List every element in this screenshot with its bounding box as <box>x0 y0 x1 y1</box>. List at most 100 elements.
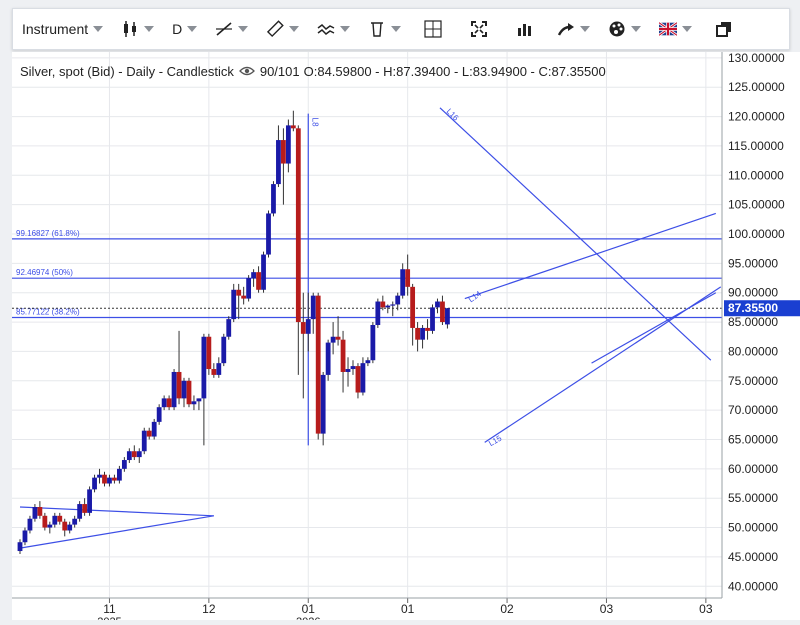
candle-body <box>146 430 152 437</box>
chevron-down-icon <box>631 26 642 32</box>
candle-count: 90/101 <box>259 63 300 79</box>
trendline-label: L16 <box>445 107 461 123</box>
ruler-tool-dropdown[interactable] <box>257 9 308 49</box>
candle-body <box>335 336 341 340</box>
y-tick-label: 50.00000 <box>728 521 778 535</box>
candle-body <box>87 489 92 513</box>
line-tool-icon <box>215 20 233 38</box>
language-dropdown[interactable] <box>650 9 701 49</box>
candle-body <box>266 213 271 255</box>
candle-body <box>107 477 112 484</box>
candle-body <box>236 289 242 296</box>
y-tick-label: 110.00000 <box>728 168 784 182</box>
candle-body <box>420 327 425 340</box>
y-tick-label: 105.00000 <box>728 198 785 212</box>
trendline <box>439 107 712 361</box>
candle-body <box>300 322 306 334</box>
trash-icon <box>368 20 386 38</box>
fib-level-label: 99.16827 (61.8%) <box>16 229 80 238</box>
y-tick-label: 100.00000 <box>728 227 785 241</box>
candle-body <box>206 336 212 370</box>
candle-body <box>415 327 420 340</box>
candle-body <box>355 366 361 393</box>
y-tick-label: 95.00000 <box>728 256 778 270</box>
chart-panel[interactable]: Silver, spot (Bid) - Daily - Candlestick… <box>12 51 800 625</box>
candle-body <box>271 184 276 214</box>
trendline <box>591 292 717 364</box>
candle-body <box>32 507 38 519</box>
trendline-label: L15 <box>487 433 504 448</box>
candle-body <box>400 269 406 296</box>
candle-body <box>290 125 296 129</box>
y-tick-label: 45.00000 <box>728 550 778 564</box>
candle-body <box>37 507 43 516</box>
candle-body <box>410 286 416 328</box>
theme-dropdown[interactable] <box>599 9 650 49</box>
chevron-down-icon <box>340 26 351 32</box>
chart-toolbar: Instrument D <box>12 8 790 50</box>
x-tick-label: 02 <box>500 602 514 616</box>
y-tick-label: 65.00000 <box>728 432 778 446</box>
crosshair-icon <box>424 20 442 38</box>
candle-body <box>196 398 202 402</box>
candle-body <box>102 474 107 484</box>
y-tick-label: 85.00000 <box>728 315 778 329</box>
pattern-tool-dropdown[interactable] <box>308 9 359 49</box>
eye-icon[interactable] <box>238 62 256 80</box>
palette-icon <box>608 20 626 38</box>
candle-body <box>112 477 117 481</box>
trade-dropdown[interactable] <box>548 9 599 49</box>
window-icon <box>715 20 733 38</box>
crosshair-button[interactable] <box>410 9 456 49</box>
candle-body <box>435 301 440 308</box>
candle-body <box>440 301 445 323</box>
price-chart[interactable]: 99.16827 (61.8%) 92.46974 (50%) 85.77122 (… <box>12 51 800 625</box>
fullscreen-button[interactable] <box>456 9 502 49</box>
chart-type-dropdown[interactable] <box>112 9 163 49</box>
delete-tool-dropdown[interactable] <box>359 9 410 49</box>
x-tick-label: 01 <box>302 602 316 616</box>
y-tick-label: 130.00000 <box>728 52 785 65</box>
candle-body <box>47 524 53 528</box>
candle-body <box>57 515 63 522</box>
chevron-down-icon <box>187 26 198 32</box>
detach-window-button[interactable] <box>701 9 747 49</box>
candle-body <box>52 515 58 525</box>
candle-body <box>97 474 102 478</box>
candle-body <box>256 272 261 290</box>
line-tool-dropdown[interactable] <box>206 9 257 49</box>
candle-body <box>295 128 301 323</box>
candle-body <box>390 304 396 306</box>
period-label: D <box>172 21 183 37</box>
candle-body <box>126 451 132 461</box>
candle-body <box>121 460 127 469</box>
candle-body <box>360 363 366 393</box>
indicators-button[interactable] <box>502 9 548 49</box>
candle-body <box>22 530 28 543</box>
candle-body <box>320 374 326 434</box>
period-dropdown[interactable]: D <box>163 9 206 49</box>
candle-body <box>385 305 391 308</box>
instrument-dropdown[interactable]: Instrument <box>13 9 112 49</box>
candle-body <box>305 319 311 334</box>
vertical-marker-label: L8 <box>310 118 319 127</box>
candle-body <box>445 308 450 325</box>
instrument-label: Instrument <box>22 21 89 37</box>
candle-body <box>430 307 435 331</box>
candle-body <box>231 289 237 320</box>
x-tick-label: 12 <box>202 602 216 616</box>
chevron-down-icon <box>391 26 402 32</box>
x-tick-label: 03 <box>600 602 614 616</box>
candle-body <box>171 371 177 408</box>
candle-body <box>117 468 122 481</box>
y-tick-label: 115.00000 <box>728 139 784 153</box>
candle-body <box>166 398 172 408</box>
candle-body <box>285 125 291 164</box>
candle-body <box>380 301 386 308</box>
candle-body <box>92 477 97 490</box>
bar-chart-icon <box>516 20 534 38</box>
trendline-label: L14 <box>467 289 484 304</box>
candle-body <box>251 272 256 279</box>
candle-body <box>405 269 411 287</box>
candle-body <box>425 327 430 331</box>
